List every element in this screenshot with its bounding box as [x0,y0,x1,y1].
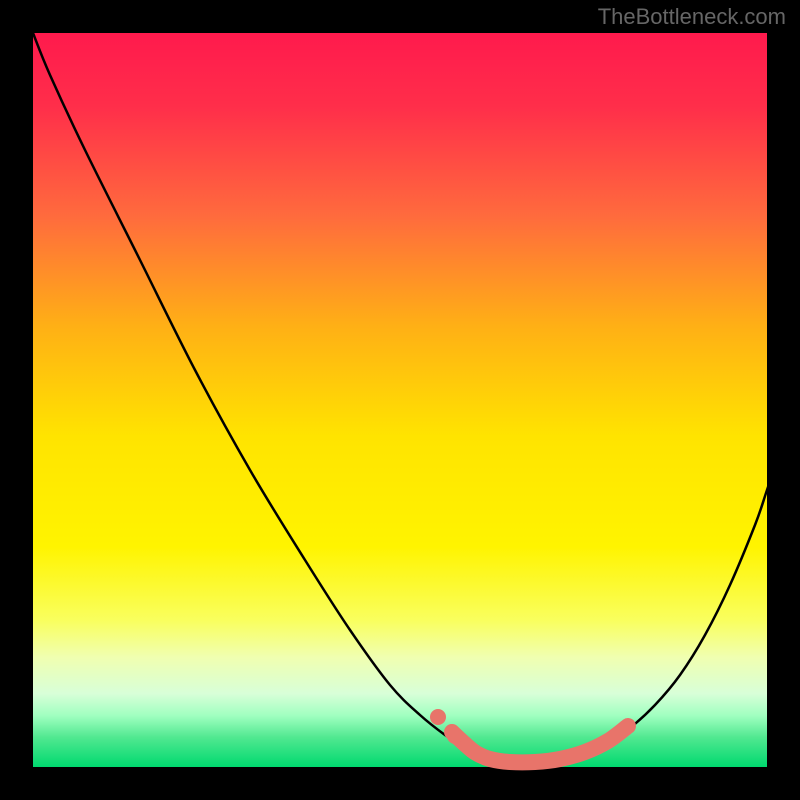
highlight-segment [452,726,628,762]
bottleneck-curve [33,33,780,762]
highlight-dot [447,728,463,744]
chart-container: TheBottleneck.com [0,0,800,800]
watermark-text: TheBottleneck.com [598,4,786,30]
highlight-dot [430,709,446,725]
curve-overlay [0,0,800,800]
